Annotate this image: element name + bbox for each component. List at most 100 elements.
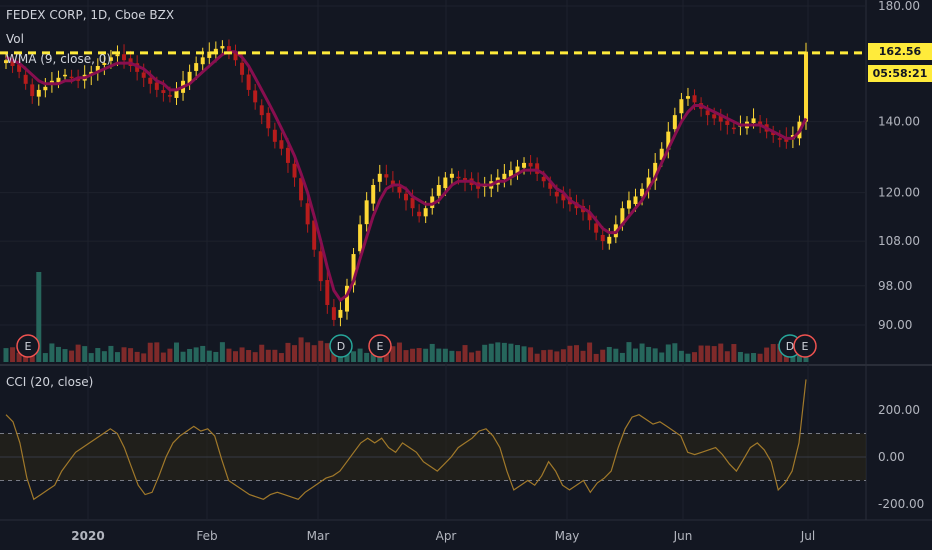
candle-body [95,65,100,71]
volume-bar [272,349,278,362]
volume-bar [514,345,520,362]
volume-bar [259,344,265,362]
candle-body [36,89,41,97]
candle-body [253,90,258,103]
volume-bar [403,350,409,362]
candle-body [594,223,599,233]
candle-body [108,57,113,61]
candle-body [522,162,527,168]
event-marker-label: D [337,340,345,353]
volume-bar [10,347,16,362]
volume-bar [62,349,68,362]
volume-bar [475,350,481,362]
volume-bar [265,349,271,362]
candle-body [187,71,192,84]
candle-body [377,173,382,182]
volume-bar [777,343,783,362]
event-marker [793,334,817,358]
cci-line [5,379,807,501]
volume-bar [180,351,186,362]
volume-bar [567,345,573,362]
candle-body [122,54,127,61]
volume-bar [396,342,402,362]
cci-tick-label: 200.00 [878,403,920,417]
candle-body [705,110,710,116]
time-axis-label: Jul [800,529,815,543]
volume-bar [55,346,61,362]
volume-bar [554,351,560,362]
candle-body [56,77,61,83]
volume-bar [633,348,639,362]
candle-body [30,84,35,97]
candle-body [305,203,310,225]
volume-bar [69,350,75,362]
volume-bar [488,343,494,362]
candle-body [299,178,304,201]
volume-bar [560,349,566,362]
last-price-tag: 162.56 [868,43,932,60]
volume-bar [364,352,370,362]
volume-bar [796,353,802,362]
candle-body [541,176,546,182]
volume-bar [652,348,658,362]
candle-body [338,309,343,318]
volume-bar [88,353,94,362]
candle-body [292,163,297,178]
candle-body [266,112,271,129]
candle-body [358,224,363,252]
candle-body [351,254,356,286]
volume-bar [82,346,88,362]
candle-body [633,196,638,205]
candle-body [17,64,22,72]
volume-bar [541,350,547,362]
volume-bar [528,347,534,362]
volume-bar [619,352,625,362]
volume-bar [49,343,55,362]
price-tick-label: 98.00 [878,279,912,293]
candle-body [4,60,8,64]
candle-body [410,197,415,209]
volume-bar [495,342,501,362]
candle-body [620,208,625,226]
volume-bar [36,272,42,362]
volume-bar [147,342,153,362]
volume-bar [744,353,750,362]
volume-bar [731,344,737,362]
volume-bar [547,349,553,362]
volume-bar [252,352,258,362]
time-axis-label: Jun [673,529,693,543]
candle-body [10,61,15,66]
candle-body [344,285,349,312]
candle-body [397,186,402,193]
volume-bar [659,352,665,362]
candle-body [685,96,690,99]
candle-body [508,170,513,177]
candle-body [43,86,48,91]
volume-bar [508,343,514,362]
wma-legend: WMA (9, close, 0) [6,52,112,66]
volume-bar [75,344,81,362]
volume-bar [698,345,704,362]
volume-bar [678,350,684,362]
candle-body [535,163,540,174]
volume-bar [429,343,435,362]
candle-body [758,121,763,125]
candle-body [102,63,107,65]
cci-tick-label: -200.00 [878,497,924,511]
volume-bar [469,352,475,362]
event-marker [16,334,40,358]
candle-body [233,51,238,61]
volume-bar [121,347,127,362]
candle-body [259,105,264,116]
candle-body [456,176,461,179]
candle-body [200,57,205,65]
cci-tick-label: 0.00 [878,450,905,464]
volume-bar [305,342,311,362]
candle-body [115,54,120,57]
volume-bar [613,348,619,362]
volume-bar [318,340,324,362]
volume-bar [292,345,298,362]
volume-bar [206,350,212,362]
volume-legend: Vol [6,32,24,46]
